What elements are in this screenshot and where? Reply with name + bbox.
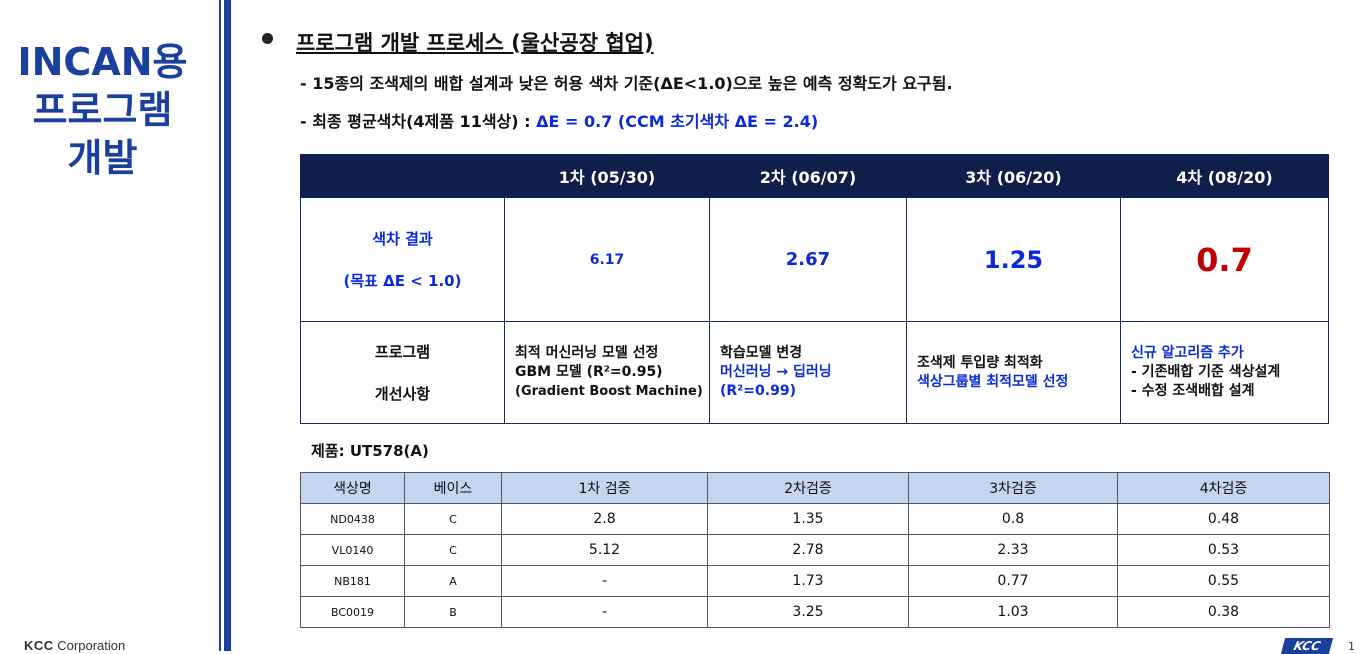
value-cell: 0.38 xyxy=(1117,596,1330,628)
divider-thin xyxy=(219,0,221,651)
result-value: 1.25 xyxy=(906,197,1121,322)
page-number: 1 xyxy=(1348,640,1355,653)
process-table-header: 1차 (05/30) 2차 (06/07) 3차 (06/20) 4차 (08/… xyxy=(300,154,1329,198)
kcc-logo: KCC xyxy=(1280,638,1334,654)
value-cell: 2.33 xyxy=(908,534,1118,566)
improvement-cell: 조색제 투입량 최적화 색상그룹별 최적모델 선정 xyxy=(906,321,1121,424)
value-cell: 0.77 xyxy=(908,565,1118,597)
table-row: BC0019 B - 3.25 1.03 0.38 xyxy=(300,596,1330,628)
value-cell: 0.53 xyxy=(1117,534,1330,566)
base-cell: B xyxy=(404,596,502,628)
value-cell: 0.8 xyxy=(908,503,1118,535)
value-cell: 1.73 xyxy=(707,565,909,597)
line2-highlight: ΔE = 0.7 (CCM 초기색차 ΔE = 2.4) xyxy=(536,112,819,131)
header-cell: 1차 검증 xyxy=(501,472,708,504)
result-row: 색차 결과 (목표 ΔE < 1.0) 6.17 2.67 1.25 0.7 xyxy=(300,197,1329,322)
value-cell: 1.03 xyxy=(908,596,1118,628)
result-row-label: 색차 결과 (목표 ΔE < 1.0) xyxy=(300,197,505,322)
color-name-cell: NB181 xyxy=(300,565,405,597)
header-cell: 2차검증 xyxy=(707,472,909,504)
value-cell: 1.35 xyxy=(707,503,909,535)
product-label: 제품: UT578(A) xyxy=(311,442,429,460)
label-line: (목표 ΔE < 1.0) xyxy=(343,271,462,290)
value-cell: 2.78 xyxy=(707,534,909,566)
value-cell: 0.55 xyxy=(1117,565,1330,597)
header-cell: 2차 (06/07) xyxy=(709,154,907,198)
value-cell: - xyxy=(501,596,708,628)
header-cell: 3차검증 xyxy=(908,472,1118,504)
improvement-line: 신규 알고리즘 추가 xyxy=(1131,345,1244,361)
process-table: 1차 (05/30) 2차 (06/07) 3차 (06/20) 4차 (08/… xyxy=(300,154,1329,424)
improvement-line: - 기존배합 기준 색상설계 xyxy=(1131,364,1281,380)
improvement-row: 프로그램 개선사항 최적 머신러닝 모델 선정 GBM 모델 (R²=0.95)… xyxy=(300,321,1329,424)
result-value: 6.17 xyxy=(504,197,710,322)
corp-suffix: Corporation xyxy=(53,638,126,653)
section-heading: 프로그램 개발 프로세스 (울산공장 협업) xyxy=(296,31,654,55)
table-row: NB181 A - 1.73 0.77 0.55 xyxy=(300,565,1330,597)
header-cell: 베이스 xyxy=(404,472,502,504)
header-cell xyxy=(300,154,505,198)
corp-name: KCC xyxy=(24,638,54,653)
value-cell: 3.25 xyxy=(707,596,909,628)
color-name-cell: VL0140 xyxy=(300,534,405,566)
header-cell: 3차 (06/20) xyxy=(906,154,1121,198)
improvement-cell: 최적 머신러닝 모델 선정 GBM 모델 (R²=0.95) (Gradient… xyxy=(504,321,710,424)
description-line-2: - 최종 평균색차(4제품 11색상) : ΔE = 0.7 (CCM 초기색차… xyxy=(300,108,818,132)
improvement-line: (Gradient Boost Machine) xyxy=(515,384,703,399)
improvement-line: 최적 머신러닝 모델 선정 xyxy=(515,345,659,361)
verification-header: 색상명 베이스 1차 검증 2차검증 3차검증 4차검증 xyxy=(300,472,1330,504)
corporation-footer: KCC Corporation xyxy=(24,638,125,653)
color-name-cell: ND0438 xyxy=(300,503,405,535)
improvement-line: 조색제 투입량 최적화 xyxy=(917,354,1043,371)
value-cell: - xyxy=(501,565,708,597)
label-line: 색차 결과 xyxy=(372,229,433,248)
improvement-line: 머신러닝 → 딥러닝 xyxy=(720,364,832,380)
improvement-line: GBM 모델 (R²=0.95) xyxy=(515,364,663,380)
improvement-line: 학습모델 변경 xyxy=(720,345,803,361)
result-value: 0.7 xyxy=(1120,197,1329,322)
header-cell: 1차 (05/30) xyxy=(504,154,710,198)
label-line: 프로그램 xyxy=(374,342,431,361)
base-cell: C xyxy=(404,503,502,535)
table-row: VL0140 C 5.12 2.78 2.33 0.53 xyxy=(300,534,1330,566)
improvement-line: 색상그룹별 최적모델 선정 xyxy=(917,373,1069,390)
header-cell: 4차 (08/20) xyxy=(1120,154,1329,198)
improvement-line: (R²=0.99) xyxy=(720,383,796,399)
improvement-line: - 수정 조색배합 설계 xyxy=(1131,383,1255,399)
line2-text: - 최종 평균색차(4제품 11색상) : xyxy=(300,112,537,131)
side-title-line: 개발 xyxy=(67,136,138,180)
verification-table: 색상명 베이스 1차 검증 2차검증 3차검증 4차검증 ND0438 C 2.… xyxy=(300,472,1330,628)
result-value: 2.67 xyxy=(709,197,907,322)
header-cell: 4차검증 xyxy=(1117,472,1330,504)
side-title-line: INCAN용 xyxy=(17,40,188,84)
value-cell: 0.48 xyxy=(1117,503,1330,535)
color-name-cell: BC0019 xyxy=(300,596,405,628)
base-cell: A xyxy=(404,565,502,597)
description-line-1: - 15종의 조색제의 배합 설계과 낮은 허용 색차 기준(ΔE<1.0)으로… xyxy=(300,74,953,93)
improvement-row-label: 프로그램 개선사항 xyxy=(300,321,505,424)
table-row: ND0438 C 2.8 1.35 0.8 0.48 xyxy=(300,503,1330,535)
base-cell: C xyxy=(404,534,502,566)
value-cell: 2.8 xyxy=(501,503,708,535)
improvement-cell: 학습모델 변경 머신러닝 → 딥러닝 (R²=0.99) xyxy=(709,321,907,424)
side-title: INCAN용 프로그램 개발 xyxy=(0,38,205,182)
bullet-icon xyxy=(262,33,273,44)
improvement-cell: 신규 알고리즘 추가 - 기존배합 기준 색상설계 - 수정 조색배합 설계 xyxy=(1120,321,1329,424)
divider-thick xyxy=(224,0,231,651)
value-cell: 5.12 xyxy=(501,534,708,566)
header-cell: 색상명 xyxy=(300,472,405,504)
label-line: 개선사항 xyxy=(374,384,431,403)
side-title-line: 프로그램 xyxy=(32,88,173,132)
